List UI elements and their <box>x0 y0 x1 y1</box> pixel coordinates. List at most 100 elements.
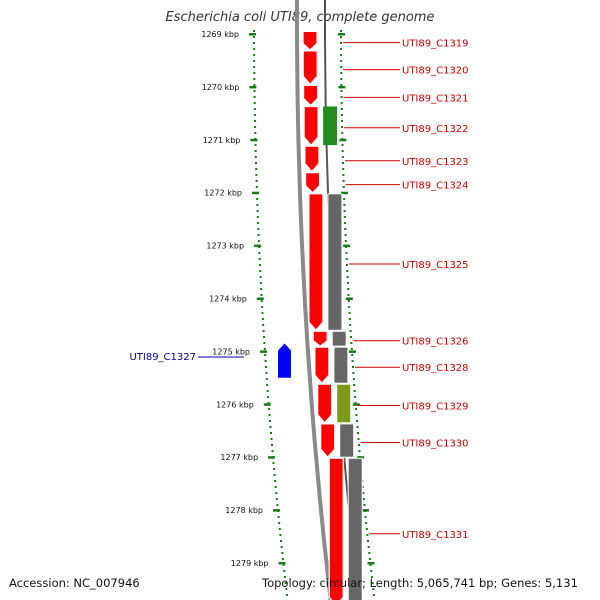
ruler-dot-right <box>345 258 348 260</box>
forward-gene-UTI89_C1331 <box>328 457 344 600</box>
gene-labels-layer: UTI89_C1319 UTI89_C1320 UTI89_C1321 UTI89_C… <box>129 39 468 541</box>
ruler-dot-right <box>347 300 350 302</box>
ruler-dot-left <box>274 486 277 488</box>
ruler-dot-right <box>368 552 371 554</box>
ruler-dot-right <box>365 528 368 530</box>
ruler-dot-left <box>273 474 276 476</box>
gene-label-UTI89_C1326: UTI89_C1326 <box>402 337 469 348</box>
forward-gene-UTI89_C1322 <box>303 105 319 147</box>
ruler-dot-left <box>253 90 256 92</box>
reverse-gene-UTI89_C1327 <box>278 343 291 378</box>
ruler-dot-right <box>358 450 361 452</box>
ruler-dot-right <box>362 492 365 494</box>
ruler-dot-left <box>253 108 256 110</box>
ruler-major-tick <box>273 509 280 512</box>
ruler-dot-left <box>255 180 258 182</box>
ruler-major-tick <box>352 403 360 406</box>
cog-block-UTI89_C1328 <box>333 346 349 384</box>
ruler-dot-right <box>356 426 359 428</box>
ruler-dot-left <box>268 414 271 416</box>
ruler-dot-left <box>273 468 276 470</box>
ruler-dot-left <box>254 150 257 152</box>
ruler-dot-left <box>285 588 288 590</box>
ruler-dot-right <box>340 84 343 86</box>
ruler-dot-right <box>340 36 342 38</box>
ruler-dot-left <box>257 228 260 230</box>
ruler-kbp-label: 1273 kbp <box>206 242 244 251</box>
ruler-dot-left <box>278 522 281 524</box>
ruler-dot-left <box>253 60 256 62</box>
ruler-dot-left <box>256 216 259 218</box>
forward-gene-UTI89_C1320 <box>302 50 318 86</box>
ruler-major-tick <box>357 456 365 459</box>
ruler-dot-right <box>354 402 357 404</box>
ruler-dot-right <box>352 378 355 380</box>
ruler-dot-right <box>340 102 343 104</box>
cog-block-UTI89_C1329 <box>336 383 352 424</box>
ruler-dot-right <box>368 558 371 560</box>
ruler-dot-right <box>364 516 367 518</box>
ruler-dot-left <box>253 114 256 116</box>
ruler-major-tick <box>260 350 267 353</box>
cog-block-UTI89_C1322 <box>323 106 338 146</box>
ruler-dot-left <box>272 462 275 464</box>
ruler-dot-left <box>254 156 257 158</box>
ruler-kbp-label: 1279 kbp <box>231 559 269 568</box>
ruler-dot-left <box>257 240 260 242</box>
ruler-dot-right <box>349 330 352 332</box>
ruler-dot-right <box>346 264 348 266</box>
ruler-dot-left <box>284 582 287 584</box>
ruler-dot-left <box>253 66 256 68</box>
ruler-dot-left <box>261 312 264 314</box>
ruler-dot-right <box>343 210 346 212</box>
ruler-dot-right <box>366 534 369 536</box>
ruler-dot-right <box>340 48 343 50</box>
ruler-dot-left <box>253 96 256 98</box>
ruler-dot-left <box>258 258 261 260</box>
forward-gene-UTI89_C1328 <box>314 346 330 385</box>
ruler-dot-right <box>350 336 352 338</box>
ruler-dot-right <box>341 150 344 152</box>
ruler-dot-left <box>281 558 284 560</box>
forward-gene-UTI89_C1329 <box>317 383 333 424</box>
ruler-kbp-label: 1275 kbp <box>212 347 250 356</box>
ruler-dot-left <box>262 330 265 332</box>
ruler-dot-left <box>283 570 286 572</box>
ruler-dot-left <box>258 252 261 254</box>
ruler-dot-left <box>271 450 274 452</box>
forward-gene-UTI89_C1321 <box>303 84 319 107</box>
ruler-dot-left <box>260 288 263 290</box>
ruler-dot-right <box>353 384 356 386</box>
ruler-dot-right <box>367 540 369 542</box>
ruler-major-tick <box>339 138 347 142</box>
ruler-dot-left <box>265 372 268 374</box>
backbone-arc <box>295 0 333 600</box>
forward-gene-UTI89_C1330 <box>320 423 336 459</box>
ruler-dot-right <box>358 444 360 446</box>
ruler-dot-left <box>255 162 257 164</box>
ruler-layer: 1269 kbp 1270 kbp 1271 kbp 1272 kbp 1273 kbp… <box>201 30 375 596</box>
ruler-dot-right <box>350 348 353 350</box>
ruler-dot-right <box>351 354 354 356</box>
ruler-dot-left <box>261 306 264 308</box>
ruler-major-tick <box>349 350 356 353</box>
ruler-dot-left <box>263 336 265 338</box>
gene-label-UTI89_C1319: UTI89_C1319 <box>402 39 469 50</box>
ruler-major-tick <box>249 33 256 36</box>
ruler-dot-right <box>355 408 358 410</box>
ruler-dot-right <box>356 420 358 422</box>
ruler-dot-left <box>271 444 273 446</box>
ruler-dot-right <box>355 414 358 416</box>
ruler-kbp-label: 1272 kbp <box>204 189 242 198</box>
ruler-dot-left <box>253 72 256 74</box>
ruler-dot-left <box>270 438 273 440</box>
ruler-kbp-label: 1269 kbp <box>201 30 239 39</box>
ruler-dot-left <box>268 408 271 410</box>
ruler-dot-right <box>350 342 353 344</box>
ruler-kbp-label: 1278 kbp <box>225 506 263 515</box>
ruler-dot-right <box>370 576 373 578</box>
ruler-major-tick <box>254 244 262 248</box>
ruler-major-tick <box>250 138 258 142</box>
ruler-dot-left <box>253 30 255 32</box>
